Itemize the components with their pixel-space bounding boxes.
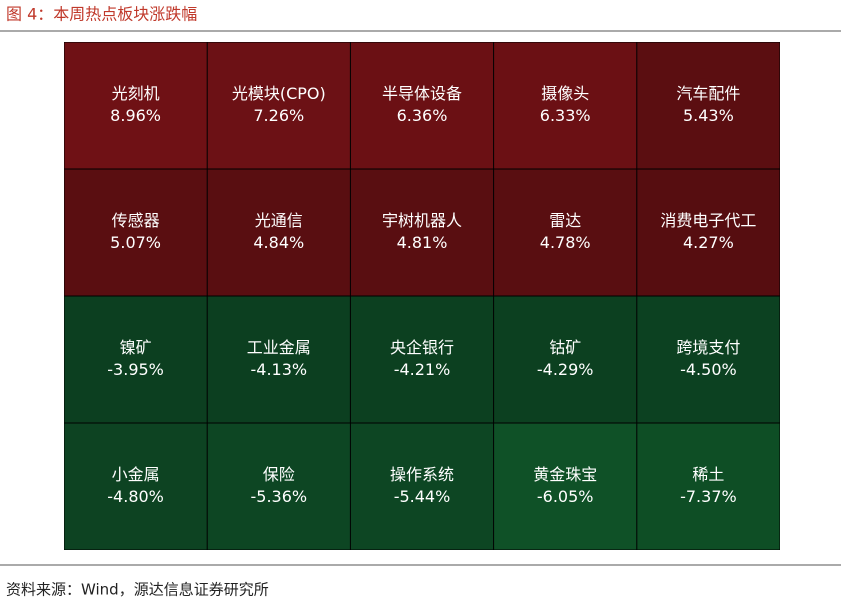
cell-label: 光刻机 <box>112 84 160 103</box>
cell-value-label: 4.81% <box>397 233 448 252</box>
cell <box>494 296 637 423</box>
cell <box>350 42 494 169</box>
cell-label: 黄金珠宝 <box>533 465 597 484</box>
cell <box>207 42 350 169</box>
cell <box>207 423 350 550</box>
cell-value-label: -3.95% <box>107 360 164 379</box>
cell <box>637 296 780 423</box>
cell-value-label: 7.26% <box>253 106 304 125</box>
cell-label: 保险 <box>263 465 295 484</box>
cell <box>64 42 207 169</box>
cell <box>637 423 780 550</box>
cell <box>494 42 637 169</box>
cell <box>207 169 350 296</box>
cell-label: 光模块(CPO) <box>232 84 326 103</box>
cell-value-label: 5.43% <box>683 106 734 125</box>
cell <box>350 296 494 423</box>
cell <box>494 423 637 550</box>
cell-label: 跨境支付 <box>676 338 740 357</box>
cell <box>64 296 207 423</box>
cell-label: 汽车配件 <box>676 84 740 103</box>
cell-value-label: -5.36% <box>250 487 307 506</box>
cell-value-label: 4.78% <box>540 233 591 252</box>
cell-label: 操作系统 <box>390 465 454 484</box>
cell <box>494 169 637 296</box>
cell <box>350 169 494 296</box>
cell <box>207 296 350 423</box>
cell-label: 央企银行 <box>390 338 454 357</box>
source-note: 资料来源：Wind，源达信息证券研究所 <box>6 581 269 599</box>
cell <box>64 423 207 550</box>
cell-value-label: 6.36% <box>397 106 448 125</box>
cell-value-label: -4.29% <box>537 360 594 379</box>
cell-label: 稀土 <box>692 465 724 484</box>
chart-title: 图 4：本周热点板块涨跌幅 <box>6 5 197 24</box>
cell-value-label: 6.33% <box>540 106 591 125</box>
cell-label: 镍矿 <box>120 338 152 357</box>
cell-label: 雷达 <box>549 211 581 230</box>
cell-label: 摄像头 <box>541 84 589 103</box>
cell-label: 工业金属 <box>247 338 311 357</box>
cell-value-label: -4.80% <box>107 487 164 506</box>
cell <box>637 169 780 296</box>
cell-value-label: 8.96% <box>110 106 161 125</box>
cell-value-label: -5.44% <box>394 487 451 506</box>
cell-value-label: -4.13% <box>250 360 307 379</box>
cell-label: 半导体设备 <box>382 84 462 103</box>
cell-value-label: -7.37% <box>680 487 737 506</box>
cells: 光刻机 8.96% 光模块(CPO) 7.26% 半导体设备 6.36% 摄像头 6.33% 汽… <box>64 42 780 550</box>
cell-label: 小金属 <box>112 465 160 484</box>
cell <box>637 42 780 169</box>
cell-value-label: 4.27% <box>683 233 734 252</box>
cell-label: 消费电子代工 <box>660 211 756 230</box>
cell-label: 宇树机器人 <box>382 211 462 230</box>
cell-label: 钴矿 <box>549 338 581 357</box>
cell-label: 传感器 <box>112 211 160 230</box>
cell-value-label: 5.07% <box>110 233 161 252</box>
cell <box>64 169 207 296</box>
cell-value-label: -4.21% <box>394 360 451 379</box>
cell <box>350 423 494 550</box>
cell-value-label: -4.50% <box>680 360 737 379</box>
cell-label: 光通信 <box>255 211 303 230</box>
cell-value-label: -6.05% <box>537 487 594 506</box>
cell-value-label: 4.84% <box>253 233 304 252</box>
